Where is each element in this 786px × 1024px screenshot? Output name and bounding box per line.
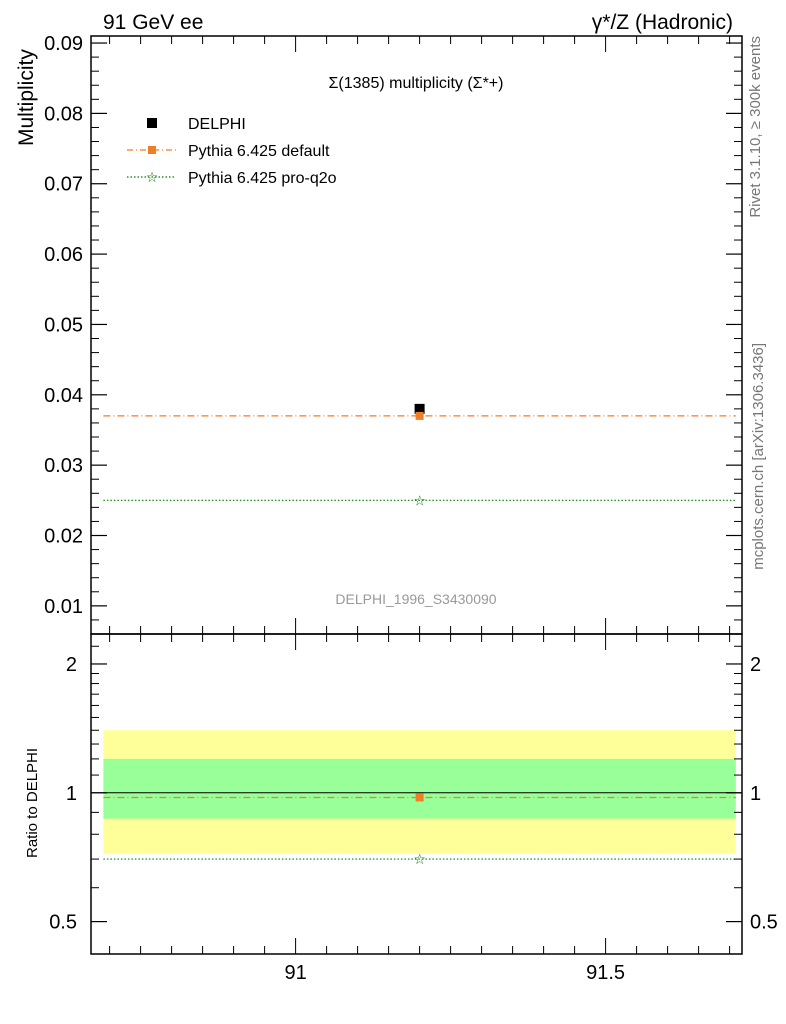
data-point-default	[415, 411, 424, 420]
ratio-ytick-label-right: 1	[750, 783, 761, 805]
ratio-ytick-label: 2	[66, 654, 77, 676]
legend-label-delphi: DELPHI	[188, 116, 246, 133]
main-title: Σ(1385) multiplicity (Σ*+)	[329, 75, 504, 92]
data-point-delphi	[414, 403, 425, 414]
ratio-ylabel: Ratio to DELPHI	[24, 748, 41, 858]
ratio-ytick-label-right: 0.5	[750, 912, 778, 934]
rivet-label: Rivet 3.1.10, ≥ 300k events	[747, 36, 764, 218]
ratio-frame	[90, 633, 743, 955]
legend-label-default: Pythia 6.425 default	[188, 143, 330, 160]
main-ytick-label: 0.02	[44, 526, 83, 548]
ratio-point-proq2o: ☆	[413, 851, 426, 867]
ratio-ytick-label: 1	[66, 783, 77, 805]
ratio-band-inner	[103, 758, 736, 819]
analysis-label: DELPHI_1996_S3430090	[335, 591, 496, 607]
main-ytick-label: 0.04	[44, 385, 83, 407]
data-point-proq2o: ☆	[413, 492, 426, 508]
x-tick-label: 91	[284, 962, 306, 984]
mcplots-label: mcplots.cern.ch [arXiv:1306.3436]	[750, 343, 767, 570]
header-right-label: γ*/Z (Hadronic)	[592, 11, 733, 34]
main-panel: Σ(1385) multiplicity (Σ*+) Multiplicity …	[15, 33, 743, 635]
legend: DELPHI Pythia 6.425 default ☆ Pythia 6.4…	[127, 116, 337, 187]
ratio-ytick-label-right: 2	[750, 654, 761, 676]
main-ytick-label: 0.08	[44, 103, 83, 125]
legend-marker-proq2o: ☆	[146, 169, 159, 185]
legend-marker-delphi	[147, 118, 157, 128]
x-tick-label: 91.5	[586, 962, 625, 984]
main-ytick-label: 0.05	[44, 314, 83, 336]
main-ytick-label: 0.03	[44, 455, 83, 477]
ratio-panel: Ratio to DELPHI ☆ 0.5 0.5 1 1 2 2	[24, 633, 778, 955]
main-ylabel: Multiplicity	[15, 49, 38, 146]
ratio-ytick-label: 0.5	[49, 912, 77, 934]
main-ytick-label: 0.07	[44, 174, 83, 196]
main-ytick-label: 0.09	[44, 33, 83, 55]
header-left-label: 91 GeV ee	[103, 11, 203, 34]
ratio-point-default	[415, 793, 424, 802]
legend-marker-default	[148, 146, 156, 154]
main-ytick-label: 0.01	[44, 596, 83, 618]
legend-label-proq2o: Pythia 6.425 pro-q2o	[188, 170, 337, 187]
main-ytick-label: 0.06	[44, 244, 83, 266]
